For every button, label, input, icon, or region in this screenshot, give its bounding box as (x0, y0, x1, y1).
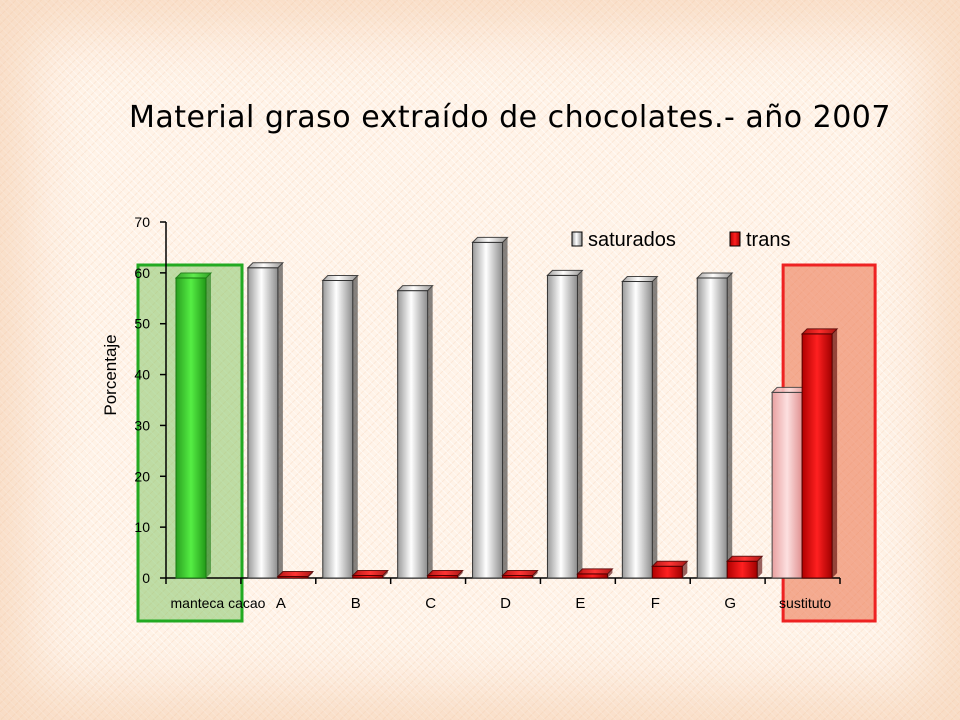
y-tick-label: 40 (134, 367, 150, 383)
bar-trans-1-top (276, 570, 315, 577)
legend-label-trans: trans (746, 229, 790, 251)
x-category-label: D (500, 595, 511, 612)
bar-trans-6-top (651, 560, 689, 567)
bar-saturados-4-top (471, 236, 509, 243)
bar-trans-5-side (607, 568, 613, 578)
bar-trans-7-face (726, 560, 758, 579)
bar-trans-4-top (501, 569, 539, 576)
bar-saturados-3 (396, 285, 434, 579)
bar-saturados-1-top (246, 262, 285, 269)
bar-trans-8-face (801, 333, 833, 579)
bar-trans-8 (800, 328, 839, 579)
y-tick-label: 20 (134, 468, 150, 484)
bar-saturados-2-face (322, 279, 354, 579)
bar-saturados-7 (696, 272, 734, 579)
y-tick-label: 10 (134, 519, 150, 535)
bar-saturados-1-face (247, 267, 279, 579)
bar-trans-2-top (351, 569, 389, 576)
bar-saturados-3-face (397, 290, 429, 579)
y-tick-label: 0 (142, 570, 150, 586)
y-tick-label: 30 (134, 417, 150, 433)
x-category-label: A (276, 595, 286, 612)
bar-trans-6-face (651, 565, 683, 579)
bar-trans-7-top (726, 555, 764, 562)
x-category-label: E (575, 595, 585, 612)
bar-trans-3-top (426, 569, 464, 576)
bar-saturados-0-top (174, 272, 213, 279)
legend-label-saturados: saturados (588, 229, 676, 251)
bar-saturados-6 (621, 276, 659, 579)
bar-saturados-6-face (621, 281, 653, 579)
bar-trans-8-top (800, 328, 839, 335)
y-tick-label: 60 (134, 265, 150, 281)
bar-saturados-0-side (206, 272, 211, 578)
bar-trans-5-face (576, 573, 608, 579)
bar-trans-5-top (576, 568, 614, 575)
bar-saturados-2-side (352, 275, 358, 578)
x-category-label: G (724, 595, 736, 612)
x-category-label: F (651, 595, 660, 612)
x-category-label: C (425, 595, 436, 612)
bar-trans-3 (426, 569, 464, 579)
bar-saturados-0 (174, 272, 213, 579)
bar-trans-6 (651, 560, 689, 579)
bar-saturados-4 (471, 236, 509, 579)
bar-trans-8-side (832, 328, 838, 578)
y-axis-label: Porcentaje (101, 334, 120, 415)
y-tick-label: 70 (134, 214, 150, 230)
bar-saturados-5 (546, 269, 584, 579)
bar-saturados-2-top (321, 274, 359, 281)
bar-trans-5 (576, 568, 614, 579)
chart-title: Material graso extraído de chocolates.- … (129, 100, 891, 135)
bar-saturados-5-side (577, 270, 583, 578)
bar-trans-6-side (682, 561, 688, 578)
bar-saturados-2 (321, 274, 359, 579)
bar-saturados-1 (246, 262, 285, 579)
bar-trans-4 (501, 569, 539, 579)
legend-swatch-saturados (571, 231, 583, 247)
bar-trans-1-side (307, 571, 313, 578)
bar-saturados-6-top (621, 276, 659, 283)
x-category-label: sustituto (779, 595, 831, 611)
x-category-label: manteca cacao (171, 595, 266, 611)
bar-saturados-3-side (427, 285, 433, 578)
bar-trans-2-side (382, 570, 388, 578)
bar-trans-1 (276, 570, 315, 579)
bar-saturados-7-side (727, 272, 733, 578)
bar-trans-4-side (532, 570, 538, 578)
x-category-label: B (351, 595, 361, 612)
bar-trans-3-side (457, 570, 463, 578)
bar-saturados-0-face (175, 277, 207, 579)
y-tick-label: 50 (134, 316, 150, 332)
bar-saturados-8-face (771, 391, 803, 579)
bar-trans-7 (726, 555, 764, 579)
legend-swatch-trans (729, 231, 741, 247)
bar-trans-2 (351, 569, 389, 579)
bar-saturados-3-top (396, 285, 434, 292)
bar-saturados-7-face (696, 277, 728, 579)
bar-saturados-5-face (546, 274, 578, 579)
bar-saturados-1-side (277, 262, 283, 578)
bar-saturados-7-top (696, 272, 734, 279)
bar-saturados-6-side (652, 276, 658, 578)
bar-saturados-5-top (546, 269, 584, 276)
bar-saturados-4-face (472, 241, 504, 579)
bar-saturados-4-side (502, 237, 508, 579)
bar-trans-7-side (757, 556, 763, 578)
